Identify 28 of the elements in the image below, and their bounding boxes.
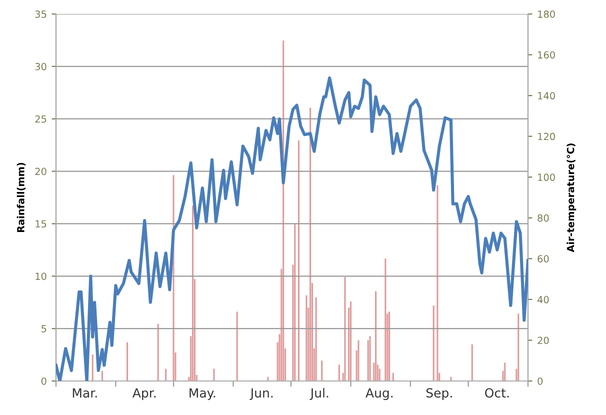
y-tick-label: 0 (41, 377, 46, 385)
y2-tick-label: 160 (538, 51, 555, 59)
y2-tick-label: 140 (538, 92, 555, 100)
y2-tick-label: 100 (538, 174, 555, 181)
x-tick-label: Sep. (426, 388, 452, 400)
y2-tick-label: 60 (538, 255, 549, 262)
x-tick-label: Jun. (250, 388, 273, 400)
y-tick-label: 10 (36, 272, 46, 280)
y2-tick-label: 0 (538, 377, 543, 385)
y2-tick-label: 40 (538, 296, 549, 304)
x-tick-label: Aug. (366, 388, 392, 400)
y-axis-title: Rainfall(mm) (16, 162, 26, 232)
x-tick-label: Apr. (132, 388, 156, 400)
y2-tick-label: 180 (538, 10, 555, 18)
x-tick-label: Oct. (485, 388, 509, 398)
y-tick-label: 20 (35, 168, 46, 176)
x-tick-label: May. (190, 388, 216, 400)
y-tick-label: 25 (35, 115, 46, 123)
y-tick-label: 5 (42, 325, 46, 332)
y2-tick-label: 120 (538, 132, 555, 140)
y-tick-label: 35 (35, 10, 46, 18)
y2-tick-label: 80 (538, 214, 549, 222)
x-tick-label: Jul. (310, 388, 328, 400)
y2-tick-label: 20 (538, 336, 549, 344)
x-tick-label: Mar. (72, 388, 97, 398)
y2-axis-title: Air-temperature(℃) (566, 144, 576, 252)
y-tick-label: 15 (36, 220, 46, 228)
y-tick-label: 30 (35, 62, 46, 70)
